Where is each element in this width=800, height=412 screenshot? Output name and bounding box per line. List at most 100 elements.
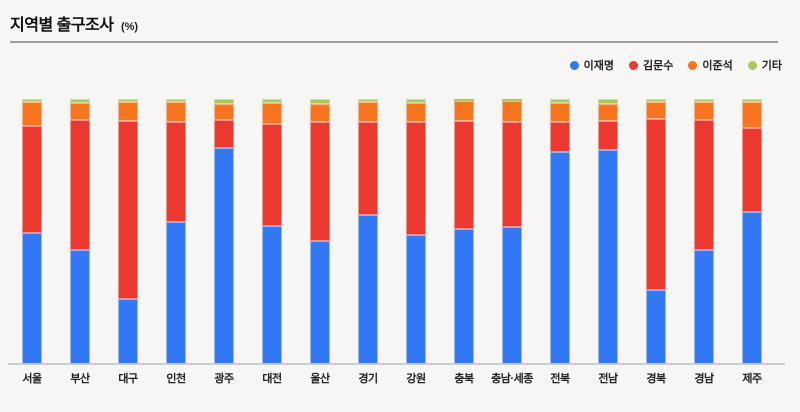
bar-segment-이준석 <box>742 102 762 129</box>
x-label-울산: 울산 <box>310 373 330 385</box>
bar-segment-김문수 <box>22 126 42 234</box>
bar-segment-기타 <box>454 98 474 102</box>
bar-segment-이준석 <box>118 101 138 121</box>
bar-column-광주 <box>200 99 248 364</box>
stacked-bar-충남·세종 <box>502 99 522 364</box>
bar-column-경기 <box>344 99 392 364</box>
bar-segment-김문수 <box>214 120 234 148</box>
bar-segment-기타 <box>694 99 714 102</box>
bar-column-제주 <box>728 99 776 364</box>
bar-segment-이재명 <box>694 249 714 364</box>
x-label-서울: 서울 <box>22 373 42 385</box>
x-label-강원: 강원 <box>406 373 426 385</box>
bar-column-전남 <box>584 99 632 364</box>
legend-dot-icon <box>688 60 698 70</box>
bar-segment-이재명 <box>166 221 186 364</box>
bar-segment-이재명 <box>214 147 234 364</box>
legend-item-기타[interactable]: 기타 <box>747 57 782 73</box>
bar-segment-기타 <box>310 99 330 105</box>
stacked-bar-경기 <box>358 99 378 364</box>
bar-segment-기타 <box>358 99 378 103</box>
bar-segment-이준석 <box>646 102 666 120</box>
bar-segment-김문수 <box>598 120 618 151</box>
bar-segment-이재명 <box>70 250 90 364</box>
bar-column-울산 <box>296 99 344 364</box>
stacked-bar-광주 <box>214 99 234 364</box>
legend-label: 기타 <box>761 60 782 72</box>
bar-segment-이준석 <box>262 103 282 124</box>
bar-segment-이준석 <box>358 102 378 123</box>
bar-segment-이준석 <box>502 101 522 123</box>
bar-segment-이준석 <box>550 102 570 123</box>
bar-segment-이준석 <box>406 103 426 122</box>
stacked-bar-경남 <box>694 99 714 364</box>
bar-segment-이재명 <box>22 233 42 364</box>
bar-segment-이준석 <box>454 101 474 121</box>
bar-segment-이재명 <box>646 289 666 364</box>
x-label-경남: 경남 <box>694 373 714 385</box>
chart-title-unit: (%) <box>120 21 139 33</box>
stacked-bar-충북 <box>454 98 474 364</box>
bar-segment-기타 <box>550 99 570 103</box>
bar-segment-이재명 <box>502 226 522 364</box>
bar-segment-김문수 <box>694 120 714 250</box>
bar-segment-이준석 <box>166 102 186 122</box>
bar-segment-이준석 <box>214 103 234 121</box>
legend-dot-icon <box>569 60 579 70</box>
page-title: 지역별 출구조사 (%) <box>10 11 138 35</box>
stacked-bar-부산 <box>70 98 90 364</box>
bar-segment-이준석 <box>310 104 330 123</box>
legend-dot-icon <box>747 60 757 70</box>
bar-segment-김문수 <box>742 128 762 213</box>
bar-segment-이재명 <box>598 150 618 364</box>
stacked-bar-경북 <box>646 99 666 364</box>
bar-segment-이재명 <box>406 234 426 364</box>
x-label-인천: 인천 <box>166 373 186 385</box>
bar-segment-김문수 <box>358 122 378 216</box>
bar-segment-기타 <box>70 98 90 104</box>
legend-item-이준석[interactable]: 이준석 <box>688 57 733 73</box>
x-label-부산: 부산 <box>70 373 90 385</box>
bar-segment-이재명 <box>550 151 570 364</box>
legend-item-김문수[interactable]: 김문수 <box>629 57 673 73</box>
bar-column-부산 <box>56 98 104 364</box>
x-label-충남·세종: 충남·세종 <box>491 373 533 385</box>
x-label-광주: 광주 <box>214 373 234 385</box>
x-axis-labels: 서울 부산 대구 인천 광주 대전 울산 경기 강원 충북 충남·세종 전북 전남 경북 경남 제주 <box>8 370 776 386</box>
bar-segment-김문수 <box>118 120 138 300</box>
bar-segment-기타 <box>166 99 186 103</box>
stacked-bar-울산 <box>310 99 330 364</box>
bar-segment-이재명 <box>358 215 378 364</box>
bar-column-서울 <box>8 99 56 364</box>
x-label-충북: 충북 <box>454 373 474 385</box>
bar-segment-김문수 <box>502 122 522 227</box>
bar-segment-기타 <box>646 99 666 103</box>
stacked-bar-전남 <box>598 99 618 364</box>
x-label-전남: 전남 <box>598 373 618 385</box>
bar-column-경남 <box>680 99 728 364</box>
stacked-bar-서울 <box>22 99 42 364</box>
bar-segment-이재명 <box>262 225 282 364</box>
legend-item-이재명[interactable]: 이재명 <box>569 57 614 73</box>
bar-segment-이재명 <box>742 212 762 364</box>
stacked-bar-대전 <box>262 99 282 364</box>
stacked-bar-강원 <box>406 99 426 364</box>
bar-segment-이재명 <box>454 228 474 364</box>
bar-segment-기타 <box>262 99 282 104</box>
bar-column-경북 <box>632 99 680 364</box>
bar-column-인천 <box>152 99 200 364</box>
bar-columns <box>8 98 776 364</box>
x-label-경기: 경기 <box>358 373 378 385</box>
x-label-대구: 대구 <box>118 373 138 385</box>
x-label-제주: 제주 <box>742 373 762 385</box>
bar-segment-김문수 <box>406 121 426 235</box>
bar-segment-이준석 <box>694 101 714 121</box>
bar-segment-기타 <box>502 99 522 102</box>
bar-segment-기타 <box>742 99 762 103</box>
legend-label: 김문수 <box>643 60 674 72</box>
bar-segment-이준석 <box>22 101 42 127</box>
bar-column-대구 <box>104 99 152 364</box>
legend: 이재명 김문수 이준석 기타 <box>569 57 782 73</box>
x-label-전북: 전북 <box>550 373 570 385</box>
bar-segment-기타 <box>118 99 138 102</box>
